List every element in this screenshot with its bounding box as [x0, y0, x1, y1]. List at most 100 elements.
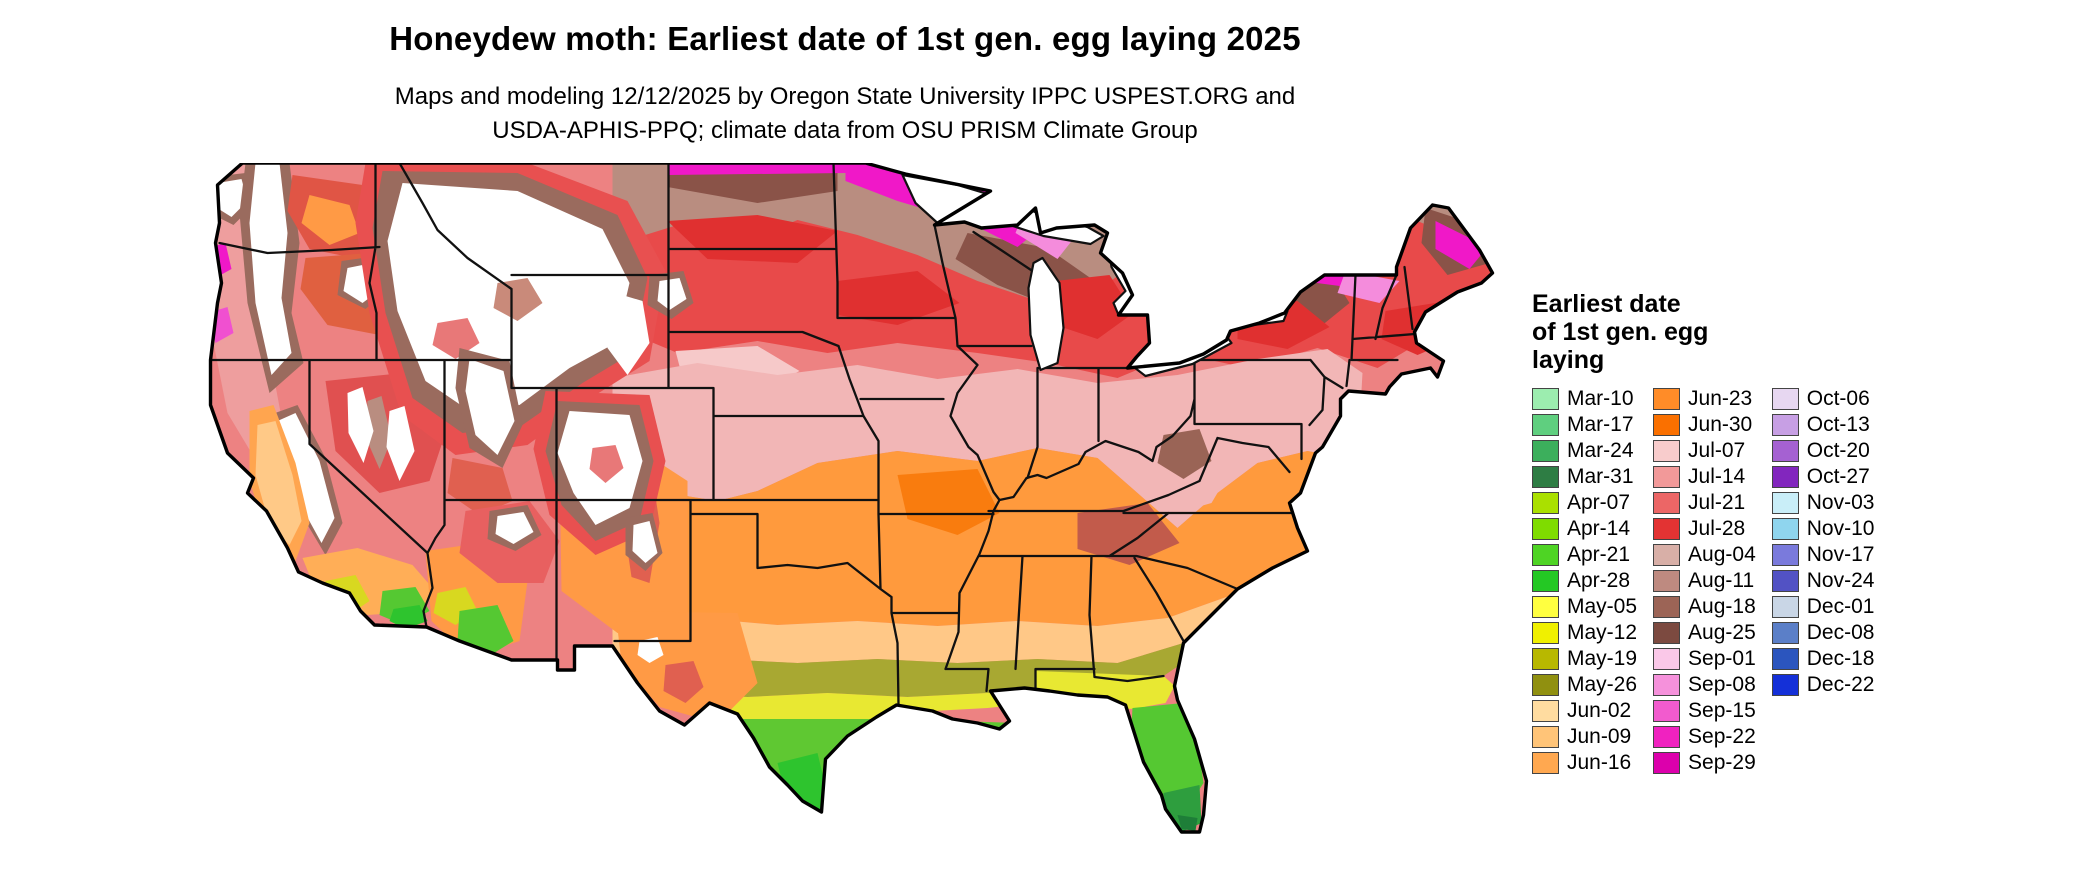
legend-label: May-26 — [1567, 673, 1638, 696]
legend-entry: Apr-28 — [1532, 568, 1637, 594]
legend-label: Nov-24 — [1806, 569, 1875, 592]
legend-swatch — [1532, 440, 1559, 462]
legend-entry: Aug-25 — [1653, 620, 1756, 646]
legend-columns: Mar-10 Mar-17 Mar-24 Mar-31 Apr-07 Apr-14 Apr-… — [1532, 386, 2072, 776]
legend-swatch — [1653, 700, 1681, 722]
legend-swatch — [1532, 674, 1559, 696]
legend-swatch — [1653, 596, 1681, 618]
subtitle-line-2: USDA-APHIS-PPQ; climate data from OSU PR… — [492, 117, 1198, 144]
legend-label: Dec-08 — [1806, 621, 1875, 644]
subtitle-line-1: Maps and modeling 12/12/2025 by Oregon S… — [394, 83, 1296, 110]
legend-label: Aug-04 — [1688, 543, 1756, 566]
legend-entry: Jul-07 — [1653, 438, 1756, 464]
legend-entry: Mar-17 — [1532, 412, 1637, 438]
legend-swatch — [1653, 518, 1681, 540]
us-outline — [208, 161, 1495, 834]
legend-label: Oct-20 — [1806, 439, 1870, 462]
legend-label: Jun-16 — [1567, 751, 1632, 774]
legend-swatch — [1771, 570, 1799, 592]
legend-swatch — [1653, 466, 1681, 488]
legend-entry: May-05 — [1532, 594, 1637, 620]
map-figure — [195, 161, 1500, 883]
page-subtitle: Maps and modeling 12/12/2025 by Oregon S… — [0, 80, 1690, 148]
legend-entry: Dec-08 — [1771, 620, 1875, 646]
legend-entry: Dec-22 — [1771, 672, 1875, 698]
legend-entry: Sep-29 — [1653, 750, 1756, 776]
legend-label: Apr-07 — [1567, 491, 1631, 514]
legend-entry: Oct-27 — [1771, 464, 1875, 490]
legend-entry: May-19 — [1532, 646, 1637, 672]
legend-entry: Nov-24 — [1771, 568, 1875, 594]
legend-swatch — [1771, 674, 1799, 696]
legend-entry: Dec-01 — [1771, 594, 1875, 620]
legend-entry: Nov-17 — [1771, 542, 1875, 568]
legend-label: Jun-23 — [1688, 387, 1753, 410]
legend-entry: Jun-23 — [1653, 386, 1756, 412]
legend-label: Apr-14 — [1567, 517, 1631, 540]
legend-column: Oct-06 Oct-13 Oct-20 Oct-27 Nov-03 Nov-10 Nov-… — [1771, 386, 1875, 776]
legend-swatch — [1532, 518, 1559, 540]
legend-label: Oct-06 — [1806, 387, 1870, 410]
legend-swatch — [1771, 440, 1799, 462]
legend-entry: Apr-21 — [1532, 542, 1637, 568]
legend-label: Jul-21 — [1688, 491, 1746, 514]
legend-swatch — [1532, 466, 1559, 488]
legend-label: Aug-11 — [1688, 569, 1755, 592]
legend-label: Sep-22 — [1688, 725, 1756, 748]
legend-label: May-19 — [1567, 647, 1638, 670]
legend-label: Jun-09 — [1567, 725, 1632, 748]
legend-swatch — [1653, 388, 1681, 410]
legend-swatch — [1771, 544, 1799, 566]
legend-swatch — [1532, 492, 1559, 514]
legend-label: Apr-21 — [1567, 543, 1631, 566]
legend-entry: Sep-08 — [1653, 672, 1756, 698]
legend-label: Nov-17 — [1806, 543, 1875, 566]
legend-label: Oct-27 — [1806, 465, 1870, 488]
legend-entry: Oct-06 — [1771, 386, 1875, 412]
legend-entry: Jun-30 — [1653, 412, 1756, 438]
legend-swatch — [1653, 648, 1681, 670]
legend-entry: Apr-14 — [1532, 516, 1637, 542]
legend-entry: Oct-13 — [1771, 412, 1875, 438]
legend-swatch — [1771, 596, 1799, 618]
legend-label: Oct-13 — [1806, 413, 1870, 436]
legend-entry: Jul-21 — [1653, 490, 1756, 516]
legend-swatch — [1771, 648, 1799, 670]
legend-column: Mar-10 Mar-17 Mar-24 Mar-31 Apr-07 Apr-14 Apr-… — [1532, 386, 1637, 776]
legend-label: Sep-15 — [1688, 699, 1756, 722]
legend-label: Aug-25 — [1688, 621, 1756, 644]
legend-swatch — [1771, 414, 1799, 436]
legend-swatch — [1532, 752, 1559, 774]
legend-swatch — [1653, 674, 1681, 696]
legend-label: Jul-28 — [1688, 517, 1746, 540]
legend-title-line-1: Earliest date — [1532, 290, 1681, 318]
legend-label: Jun-02 — [1567, 699, 1632, 722]
legend-label: Apr-28 — [1567, 569, 1631, 592]
map-legend: Earliest date of 1st gen. egg laying Mar… — [1532, 290, 2072, 776]
legend-swatch — [1653, 414, 1681, 436]
legend-swatch — [1653, 752, 1681, 774]
legend-entry: Jul-14 — [1653, 464, 1756, 490]
legend-entry: Mar-24 — [1532, 438, 1637, 464]
legend-swatch — [1653, 570, 1681, 592]
legend-swatch — [1653, 544, 1681, 566]
legend-label: Jul-14 — [1688, 465, 1746, 488]
legend-title-line-3: laying — [1532, 346, 1605, 374]
lake-michigan — [1027, 256, 1065, 372]
legend-entry: Mar-10 — [1532, 386, 1637, 412]
legend-label: Nov-10 — [1806, 517, 1875, 540]
legend-entry: Sep-01 — [1653, 646, 1756, 672]
legend-swatch — [1532, 388, 1559, 410]
legend-swatch — [1771, 622, 1799, 644]
legend-entry: Jul-28 — [1653, 516, 1756, 542]
us-map — [208, 161, 1495, 834]
legend-label: Sep-01 — [1688, 647, 1756, 670]
legend-entry: May-12 — [1532, 620, 1637, 646]
legend-label: May-05 — [1567, 595, 1638, 618]
legend-label: Dec-01 — [1806, 595, 1875, 618]
legend-label: Dec-22 — [1806, 673, 1875, 696]
legend-swatch — [1532, 622, 1559, 644]
legend-entry: May-26 — [1532, 672, 1637, 698]
legend-entry: Jun-16 — [1532, 750, 1637, 776]
legend-title: Earliest date of 1st gen. egg laying — [1532, 290, 2072, 374]
